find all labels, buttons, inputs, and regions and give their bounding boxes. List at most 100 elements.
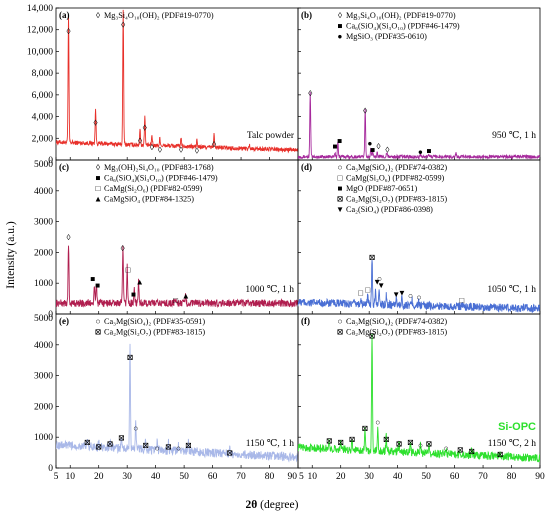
- legend-label: MgO (PDF#87-0651): [346, 184, 417, 193]
- peak-marker: ■: [131, 290, 136, 299]
- peak-marker: ⊠: [497, 450, 504, 459]
- peak-marker: ■: [370, 145, 375, 154]
- peak-marker: ⊠: [95, 443, 102, 452]
- peak-marker: ○: [375, 418, 380, 427]
- legend-label: Ca₂(SiO₄) (PDF#86-0398): [346, 205, 433, 214]
- peak-marker: ■: [95, 281, 100, 290]
- peak-marker: ▲: [136, 278, 144, 287]
- y-tick-label: 0: [48, 156, 53, 166]
- peak-marker: ⊠: [349, 435, 356, 444]
- peak-marker: ⊠: [457, 446, 464, 455]
- peak-marker: ○: [155, 444, 160, 453]
- legend-marker: □: [96, 184, 101, 193]
- peak-marker: ◊: [150, 143, 155, 152]
- peak-marker: ⊠: [107, 439, 114, 448]
- x-tick-label: 80: [265, 472, 275, 482]
- peak-marker: ▼: [392, 290, 400, 299]
- y-tick-label: 4000: [34, 187, 53, 197]
- peak-marker: ◊: [121, 244, 126, 253]
- legend-marker: ○: [96, 317, 101, 326]
- x-tick-label: 40: [151, 472, 161, 482]
- peak-marker: ◊: [179, 145, 184, 154]
- x-tick-label: 5: [54, 472, 59, 482]
- condition-label: 1150 ℃, 1 h: [246, 439, 295, 449]
- x-tick-label: 90: [535, 472, 545, 482]
- peak-marker: □: [173, 296, 178, 305]
- x-tick-label: 40: [393, 472, 403, 482]
- chart-4: 5 10 20 30 40 50 60 70 80 90 0 1000 2000 3000 4000 5000…: [34, 313, 299, 482]
- legend-label: Mg₃(OH)₂Si₄O₁₀ (PDF#83-1768): [104, 163, 214, 172]
- legend-label: CaMgSiO₄ (PDF#84-1325): [104, 195, 194, 204]
- y-tick-label: 0: [48, 464, 53, 474]
- xrd-pattern-line: [298, 91, 540, 160]
- y-tick-label: 4,000: [32, 113, 54, 123]
- peak-marker: ○: [133, 424, 138, 433]
- peak-marker: ⊠: [468, 447, 475, 456]
- peak-marker: ⊠: [326, 436, 333, 445]
- legend-marker: ■: [338, 22, 343, 31]
- legend-label: Ca₂Mg(Si₂O₇) (PDF#83-1815): [104, 328, 205, 337]
- y-tick-label: 2000: [34, 248, 53, 258]
- peak-marker: □: [365, 285, 370, 294]
- condition-label: 1050 ℃, 1 h: [487, 285, 536, 295]
- x-tick-label: 20: [94, 472, 104, 482]
- panel-label: (e): [59, 316, 69, 326]
- x-axis-title-theta: θ: [251, 499, 257, 511]
- condition-label: 1000 ℃, 1 h: [245, 285, 294, 295]
- plot-frame: [297, 313, 541, 469]
- chart-1: ◊■■◊●■ ◊ ◊ ● ■(b) ◊ Mg₃Si₄O₁₀(OH)₂ (PDF#19-077…: [297, 7, 541, 161]
- y-tick-label: 5000: [34, 160, 53, 170]
- x-tick-label: 50: [179, 472, 189, 482]
- chart-0: 0 2,000 4,000 6,000 8,000 10,000 12,000 14,000 ◊…: [27, 4, 299, 166]
- y-tick-label: 8,000: [32, 69, 54, 79]
- peak-marker: ▼: [398, 289, 406, 298]
- peak-marker: ◊: [195, 146, 200, 155]
- peak-marker: ◊: [138, 137, 143, 146]
- peak-marker: ▼: [373, 278, 381, 287]
- condition-label: 1150 ℃, 2 h: [488, 439, 537, 449]
- x-tick-label: 60: [450, 472, 460, 482]
- legend-label: CaMg(Si₂O₆) (PDF#82-0599): [346, 174, 445, 183]
- y-tick-label: 6,000: [32, 91, 54, 101]
- peak-marker: ■: [333, 142, 338, 151]
- x-tick-label: 80: [507, 472, 517, 482]
- peak-marker: ⊠: [185, 441, 192, 450]
- legend-marker: ○: [338, 317, 343, 326]
- y-tick-label: 0: [48, 310, 53, 320]
- y-tick-label: 2000: [34, 402, 53, 412]
- legend-marker: ●: [338, 32, 343, 41]
- y-tick-label: 10,000: [27, 47, 53, 57]
- peak-marker: ⊠: [396, 439, 403, 448]
- peak-marker: ◊: [363, 106, 368, 115]
- legend-label: Ca₆(SiO₄)(Si₃O₁₀) (PDF#46-1479): [346, 22, 460, 31]
- x-tick-label: 30: [122, 472, 132, 482]
- legend-label: Ca₃Mg(SiO₄)₂ (PDF#35-0591): [104, 317, 205, 326]
- peak-marker: ⊠: [337, 438, 344, 447]
- xrd-pattern-line: [298, 334, 540, 463]
- panel-label: (b): [301, 10, 312, 20]
- legend-label: Ca₃Mg(SiO₄)₂ (PDF#74-0382): [346, 163, 447, 172]
- peak-marker: ⊠: [118, 433, 125, 442]
- peak-marker: ⊠: [142, 441, 149, 450]
- panel-label: (a): [59, 10, 70, 20]
- x-tick-label: 70: [236, 472, 246, 482]
- peak-marker: ⊠: [361, 424, 368, 433]
- peak-marker: ○: [377, 275, 382, 284]
- y-tick-label: 3000: [34, 218, 53, 228]
- panel-label: (c): [59, 162, 69, 172]
- legend-marker: ○: [338, 163, 343, 172]
- panel-label: (d): [301, 162, 312, 172]
- peak-marker: ◊: [67, 27, 72, 36]
- legend-marker: ⊠: [337, 195, 344, 204]
- peak-marker: ○: [418, 441, 423, 450]
- peak-marker: ●: [418, 148, 423, 157]
- peak-marker: □: [459, 296, 464, 305]
- peak-marker: ⊠: [226, 449, 233, 458]
- peak-marker: ▼: [377, 281, 385, 290]
- peak-marker: ◊: [158, 145, 163, 154]
- xrd-pattern-line: [298, 259, 540, 314]
- sample-label: Si-OPC: [498, 421, 536, 433]
- peak-marker: ◊: [308, 89, 313, 98]
